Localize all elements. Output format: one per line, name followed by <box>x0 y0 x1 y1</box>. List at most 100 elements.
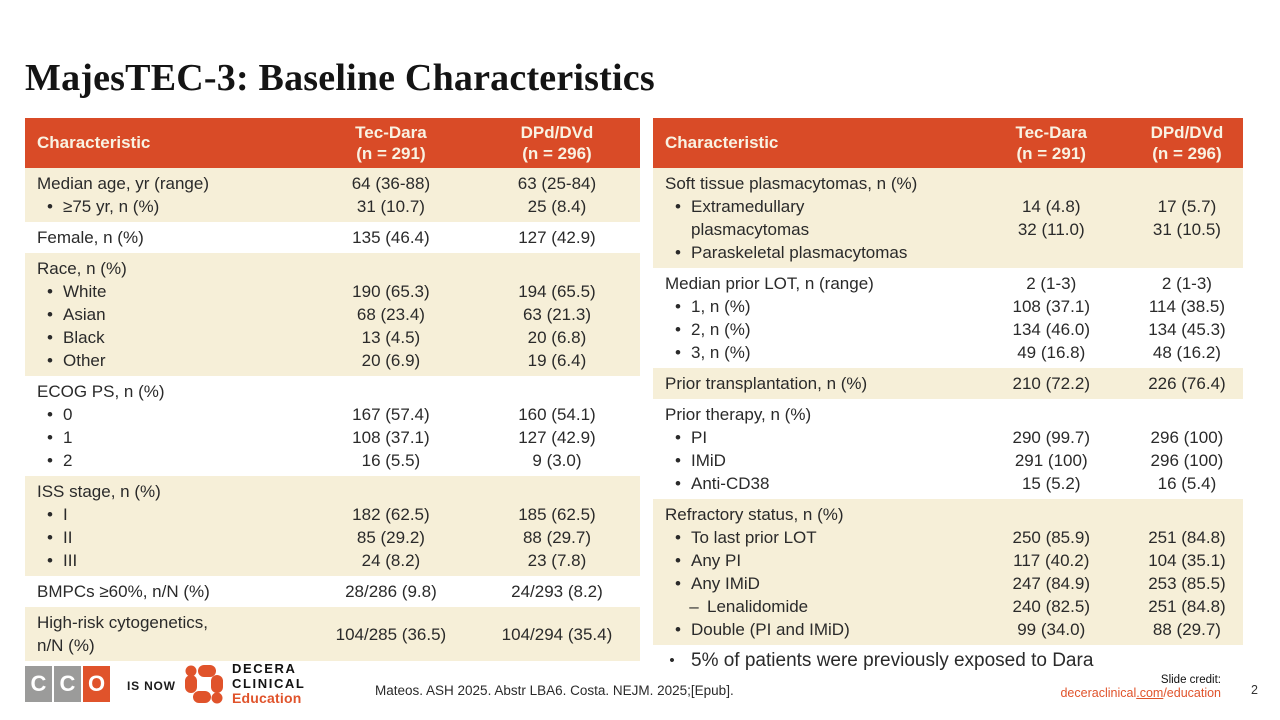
value-cell-dpd-dvd: 104/294 (35.4) <box>474 611 640 657</box>
label-line: • 0 <box>37 403 308 426</box>
bullet-icon: • <box>675 243 681 262</box>
column-header-dpd-dvd: DPd/DVd (n = 296) <box>1131 122 1243 164</box>
row-label: Prior therapy, n (%) • PI • IMiD • Anti-CD38 <box>653 403 972 495</box>
value-cell-dpd-dvd: 185 (62.5) 88 (29.7) 23 (7.8) <box>474 480 640 572</box>
label-text: 3, n (%) <box>691 343 751 362</box>
value-line: 20 (6.9) <box>361 351 421 370</box>
row-label: ECOG PS, n (%) • 0 • 1 • 2 <box>25 380 308 472</box>
value-line: 247 (84.9) <box>1012 574 1090 593</box>
label-line: • I <box>37 503 308 526</box>
label-text: ≥75 yr, n (%) <box>63 197 160 216</box>
slide-credit-link[interactable]: deceraclinical.com/education <box>1060 686 1221 700</box>
decera-logo: DECERA CLINICAL Education <box>185 661 305 706</box>
label-text: 0 <box>63 405 73 424</box>
value-line: 64 (36-88) <box>351 174 431 193</box>
column-header-characteristic: Characteristic <box>665 133 779 152</box>
bullet-icon: • <box>675 197 681 216</box>
value-line: 135 (46.4) <box>352 228 430 247</box>
value-line: 182 (62.5) <box>352 505 430 524</box>
label-line: • Any IMiD <box>665 572 972 595</box>
label-line: Median age, yr (range) <box>37 174 209 193</box>
row-label: Prior transplantation, n (%) <box>653 372 972 395</box>
value-line: 32 (11.0) <box>1017 220 1085 239</box>
bullet-icon: • <box>47 551 53 570</box>
value-line: 31 (10.7) <box>356 197 425 216</box>
bullet-icon: • <box>47 282 53 301</box>
row-label: Median age, yr (range) • ≥75 yr, n (%) <box>25 172 308 218</box>
row-label: Female, n (%) <box>25 226 308 249</box>
page-number: 2 <box>1251 683 1258 697</box>
value-line: 9 (3.0) <box>532 451 582 470</box>
value-line: 49 (16.8) <box>1017 343 1086 362</box>
column-header-tec-dara: Tec-Dara (n = 291) <box>972 122 1131 164</box>
label-text: 1, n (%) <box>691 297 751 316</box>
label-text: 1 <box>63 428 73 447</box>
row-label: Soft tissue plasmacytomas, n (%) • Extrame… <box>653 172 972 264</box>
label-line: Refractory status, n (%) <box>665 505 844 524</box>
credit-link-post[interactable]: /education <box>1163 686 1221 700</box>
value-line: 185 (62.5) <box>518 505 596 524</box>
bullet-icon: • <box>47 528 53 547</box>
value-cell-tec-dara: 167 (57.4) 108 (37.1) 16 (5.5) <box>308 380 474 472</box>
label-text: Extramedullary <box>691 197 805 216</box>
label-line: • Paraskeletal plasmacytomas <box>665 241 972 264</box>
label-line: • Any PI <box>665 549 972 572</box>
value-line: 48 (16.2) <box>1152 343 1221 362</box>
value-line: 117 (40.2) <box>1013 551 1090 570</box>
bullet-icon: • <box>675 574 681 593</box>
table-header-row: Characteristic Tec-Dara (n = 291) DPd/DVd (n… <box>25 118 640 168</box>
value-line <box>1131 503 1243 526</box>
value-line: 160 (54.1) <box>518 405 596 424</box>
label-line: • Black <box>37 326 308 349</box>
value-cell-dpd-dvd: 296 (100) 296 (100) 16 (5.4) <box>1131 403 1243 495</box>
value-line: 14 (4.8) <box>1021 197 1081 216</box>
dara-exposure-note: • 5% of patients were previously exposed… <box>653 648 1253 674</box>
value-line: 108 (37.1) <box>1012 297 1090 316</box>
header-line: (n = 291) <box>1016 144 1086 163</box>
header-line: Tec-Dara <box>1015 123 1087 142</box>
value-cell-tec-dara: 28/286 (9.8) <box>308 580 474 603</box>
value-line: 134 (46.0) <box>1012 320 1090 339</box>
label-line: • III <box>37 549 308 572</box>
value-line: 240 (82.5) <box>1012 597 1090 616</box>
table-row: ISS stage, n (%) • I • II • III 182 (62.5) 85 (… <box>25 476 640 576</box>
label-line: Race, n (%) <box>37 259 127 278</box>
table-row: High-risk cytogenetics, n/N (%) 104/285 (3… <box>25 607 640 661</box>
label-text: Paraskeletal plasmacytomas <box>691 243 908 262</box>
value-line <box>972 503 1131 526</box>
bullet-icon: • <box>675 620 681 639</box>
bullet-icon: • <box>675 320 681 339</box>
note-text: 5% of patients were previously exposed t… <box>691 650 1094 671</box>
page-title: MajesTEC-3: Baseline Characteristics <box>25 57 655 99</box>
value-line: 23 (7.8) <box>527 551 587 570</box>
credit-link-pre[interactable]: deceraclinical <box>1060 686 1137 700</box>
value-line <box>474 480 640 503</box>
row-label: ISS stage, n (%) • I • II • III <box>25 480 308 572</box>
value-line: 24 (8.2) <box>361 551 421 570</box>
header-line: DPd/DVd <box>520 123 594 142</box>
value-line: 63 (25-84) <box>517 174 597 193</box>
table-row: Median age, yr (range) • ≥75 yr, n (%) 64 (… <box>25 168 640 222</box>
value-line: 31 (10.5) <box>1152 220 1221 239</box>
table-row: Prior therapy, n (%) • PI • IMiD • Anti-CD38 2… <box>653 399 1243 499</box>
value-cell-dpd-dvd: 24/293 (8.2) <box>474 580 640 603</box>
value-line: 226 (76.4) <box>1148 374 1226 393</box>
value-line: 20 (6.8) <box>527 328 587 347</box>
value-line: 127 (42.9) <box>518 228 596 247</box>
value-line: 88 (29.7) <box>522 528 591 547</box>
value-cell-dpd-dvd: 226 (76.4) <box>1131 372 1243 395</box>
row-label: High-risk cytogenetics, n/N (%) <box>25 611 308 657</box>
label-line: plasmacytomas <box>691 220 810 239</box>
table-row: ECOG PS, n (%) • 0 • 1 • 2 167 (57.4) 108 (37.1… <box>25 376 640 476</box>
value-cell-tec-dara: 135 (46.4) <box>308 226 474 249</box>
label-text: 2, n (%) <box>691 320 751 339</box>
bullet-icon: • <box>47 451 53 470</box>
slide-credit: Slide credit: deceraclinical.com/educati… <box>1060 674 1221 700</box>
credit-link-mid[interactable]: .com <box>1136 686 1164 700</box>
bullet-icon: • <box>47 305 53 324</box>
value-line: 85 (29.2) <box>356 528 425 547</box>
label-text: Black <box>63 328 105 347</box>
column-header-tec-dara: Tec-Dara (n = 291) <box>308 122 474 164</box>
label-line: • 3, n (%) <box>665 341 972 364</box>
decera-logo-icon <box>185 664 223 703</box>
